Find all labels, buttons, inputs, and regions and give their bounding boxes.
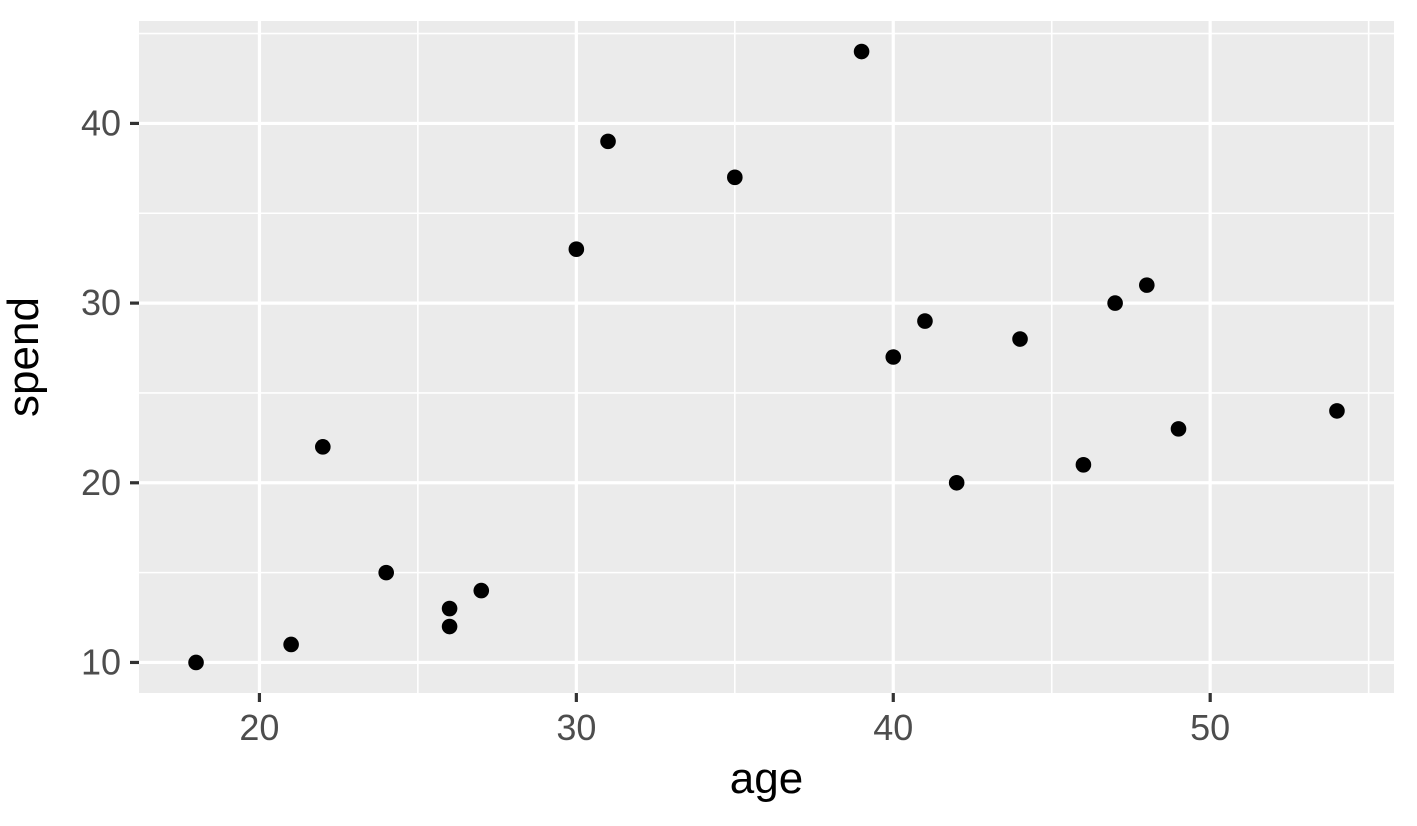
x-tick-label: 20 xyxy=(239,707,279,748)
data-point xyxy=(378,564,394,581)
data-point xyxy=(1075,457,1092,473)
y-tick-label: 10 xyxy=(81,641,121,682)
data-point xyxy=(473,582,490,599)
data-point xyxy=(948,474,965,491)
x-tick-label: 40 xyxy=(873,707,913,748)
data-point xyxy=(283,636,299,653)
data-point xyxy=(1170,421,1187,437)
x-tick-label: 30 xyxy=(556,707,596,748)
panel-background xyxy=(139,21,1394,693)
data-point xyxy=(1329,403,1345,419)
y-tick-label: 40 xyxy=(81,102,121,143)
x-axis-title: age xyxy=(729,754,804,803)
data-point xyxy=(188,654,204,671)
data-point xyxy=(441,600,458,617)
data-point xyxy=(600,133,616,150)
data-point xyxy=(1012,331,1028,347)
data-point xyxy=(1107,295,1123,311)
data-point xyxy=(568,241,585,257)
x-tick-label: 50 xyxy=(1190,707,1230,748)
data-point xyxy=(853,43,870,60)
data-point xyxy=(917,313,933,329)
y-tick-label: 30 xyxy=(81,282,121,323)
y-axis-title: spend xyxy=(0,297,48,417)
data-point xyxy=(315,439,331,455)
y-tick-label: 20 xyxy=(81,462,121,503)
data-point xyxy=(885,349,902,365)
data-point xyxy=(727,169,743,186)
data-point xyxy=(1139,277,1155,293)
data-point xyxy=(441,618,458,635)
